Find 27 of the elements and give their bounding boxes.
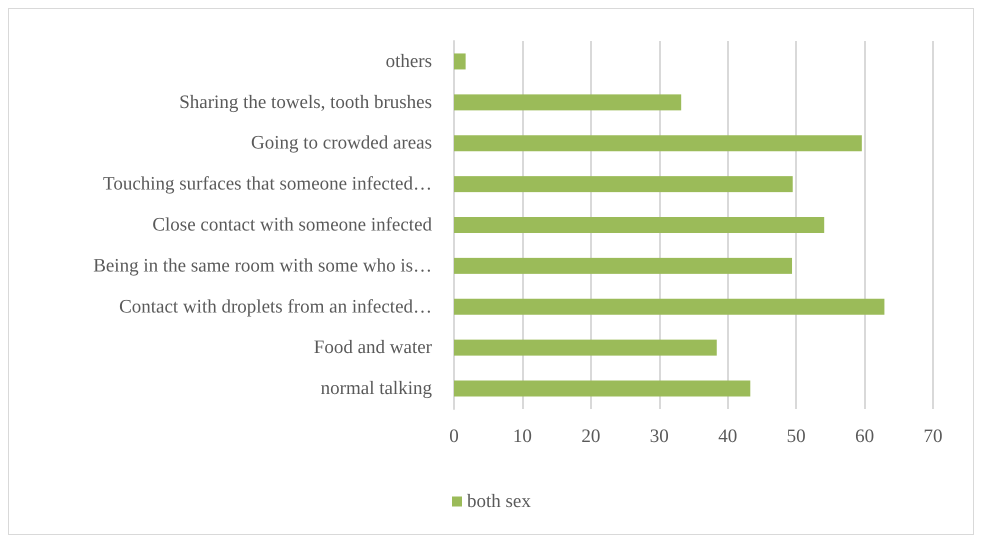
x-tick-label: 50 — [786, 426, 806, 447]
x-tick-label: 20 — [581, 426, 600, 447]
y-tick-label: normal talking — [320, 378, 432, 400]
y-tick-label: Close contact with someone infected — [152, 214, 432, 236]
bar — [454, 298, 884, 315]
y-tick-label: Going to crowded areas — [251, 132, 432, 154]
x-tick-label: 30 — [650, 426, 669, 447]
x-tick-label: 10 — [512, 426, 532, 447]
bar — [454, 380, 750, 397]
y-tick-label: Food and water — [314, 337, 433, 358]
y-tick-label: Touching surfaces that someone infected… — [103, 174, 432, 195]
bar — [454, 258, 792, 274]
bar — [454, 53, 466, 70]
y-tick-label: others — [386, 50, 432, 72]
x-tick-label: 70 — [924, 426, 942, 447]
x-tick-label: 40 — [718, 426, 738, 447]
x-tick-label: 0 — [449, 426, 459, 447]
bar — [454, 94, 682, 110]
bar — [454, 340, 717, 356]
y-tick-label: Sharing the towels, tooth brushes — [179, 92, 432, 113]
y-tick-label: Being in the same room with some who is… — [93, 255, 432, 276]
bar — [454, 176, 793, 192]
legend-label: both sex — [467, 491, 532, 512]
bar — [454, 217, 824, 233]
bar — [454, 135, 862, 152]
x-tick-label: 60 — [855, 426, 874, 447]
y-tick-label: Contact with droplets from an infected… — [119, 296, 432, 318]
